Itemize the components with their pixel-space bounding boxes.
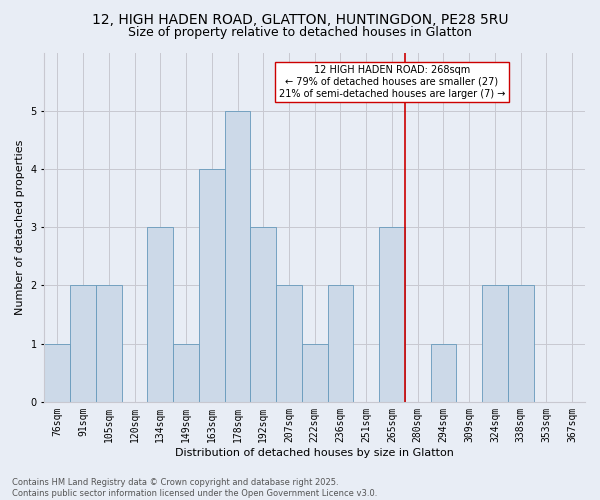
Bar <box>250 227 276 402</box>
Text: 12 HIGH HADEN ROAD: 268sqm
← 79% of detached houses are smaller (27)
21% of semi: 12 HIGH HADEN ROAD: 268sqm ← 79% of deta… <box>279 66 505 98</box>
Bar <box>379 227 405 402</box>
Bar <box>431 344 456 402</box>
X-axis label: Distribution of detached houses by size in Glatton: Distribution of detached houses by size … <box>175 448 454 458</box>
Bar <box>508 286 533 402</box>
Bar <box>224 110 250 402</box>
Bar <box>328 286 353 402</box>
Bar <box>44 344 70 402</box>
Y-axis label: Number of detached properties: Number of detached properties <box>15 140 25 315</box>
Bar <box>199 169 224 402</box>
Bar <box>173 344 199 402</box>
Bar <box>96 286 122 402</box>
Bar <box>148 227 173 402</box>
Text: Contains HM Land Registry data © Crown copyright and database right 2025.
Contai: Contains HM Land Registry data © Crown c… <box>12 478 377 498</box>
Bar <box>276 286 302 402</box>
Bar <box>482 286 508 402</box>
Bar <box>302 344 328 402</box>
Text: Size of property relative to detached houses in Glatton: Size of property relative to detached ho… <box>128 26 472 39</box>
Bar <box>70 286 96 402</box>
Text: 12, HIGH HADEN ROAD, GLATTON, HUNTINGDON, PE28 5RU: 12, HIGH HADEN ROAD, GLATTON, HUNTINGDON… <box>92 12 508 26</box>
